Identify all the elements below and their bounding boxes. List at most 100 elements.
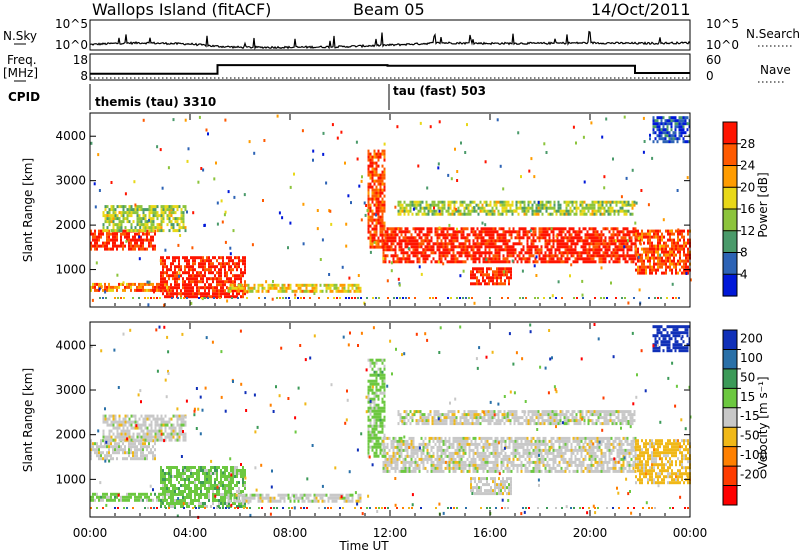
heat-cell (657, 229, 659, 233)
heat-cell (120, 232, 122, 236)
heat-cell (668, 122, 671, 126)
heat-cell (174, 292, 176, 296)
heat-cell (452, 245, 455, 249)
heat-cell (118, 423, 121, 427)
heat-cell (371, 236, 374, 240)
heat-cell (295, 493, 298, 497)
heat-cell (628, 248, 631, 252)
heat-cell (134, 426, 137, 430)
heat-cell (534, 260, 537, 264)
heat-cell (200, 286, 202, 290)
heat-cell (367, 182, 370, 186)
heat-cell (369, 397, 372, 401)
heat-cell (404, 236, 407, 240)
heat-cell (492, 239, 495, 243)
heat-cell (415, 200, 418, 204)
heat-cell (422, 257, 425, 261)
heat-cell (444, 257, 447, 261)
heat-cell (596, 254, 599, 258)
heat-cell (200, 265, 202, 269)
heat-cell (379, 218, 382, 222)
heat-cell (162, 229, 165, 233)
heat-cell (565, 212, 568, 216)
heat-cell (188, 295, 190, 299)
heat-cell (228, 268, 230, 272)
heat-cell (436, 236, 439, 240)
heat-cell (220, 268, 222, 272)
heat-cell (598, 239, 601, 243)
heat-cell (472, 248, 475, 252)
heat-cell (124, 445, 126, 449)
heat-cell (216, 478, 218, 481)
heat-cell (325, 286, 328, 290)
heat-cell (615, 200, 618, 204)
heat-speck (138, 297, 140, 299)
heat-cell (190, 292, 192, 296)
heat-cell (220, 292, 222, 296)
heat-cell (485, 203, 488, 207)
noise-right-tick-top: 10^5 (706, 17, 739, 31)
heat-cell (108, 241, 110, 245)
heat-cell (661, 247, 663, 251)
heat-cell (602, 233, 605, 237)
heat-cell (170, 466, 172, 469)
heat-cell (586, 230, 589, 234)
heat-cell (130, 285, 132, 289)
heat-cell (667, 244, 669, 248)
heat-cell (204, 259, 206, 263)
heat-cell (373, 245, 376, 249)
heat-cell (425, 203, 428, 207)
heat-cell (146, 454, 148, 458)
heat-cell (649, 244, 651, 248)
heat-cell (90, 442, 92, 446)
heat-cell (234, 295, 236, 299)
heat-cell (206, 493, 208, 496)
heat-cell (661, 256, 663, 260)
heat-cell (186, 256, 188, 260)
heat-cell (313, 283, 316, 287)
heat-cell (675, 229, 677, 233)
heat-cell (92, 244, 94, 248)
heat-cell (657, 259, 659, 263)
heat-cell (568, 233, 571, 237)
heat-cell (367, 155, 370, 159)
heat-cell (523, 212, 526, 216)
heat-cell (446, 260, 449, 264)
heat-cell (610, 236, 613, 240)
heat-speck (202, 168, 205, 172)
heat-cell (371, 191, 374, 195)
heat-cell (367, 236, 370, 240)
heat-cell (190, 472, 192, 475)
heat-cell (267, 496, 270, 500)
heat-cell (649, 247, 651, 251)
heat-cell (398, 227, 401, 231)
heat-cell (658, 125, 661, 129)
heat-cell (168, 277, 170, 281)
heat-speck (481, 221, 484, 225)
heat-cell (440, 233, 443, 237)
heat-cell (535, 206, 538, 210)
heat-cell (136, 229, 139, 233)
heat-cell (677, 259, 679, 263)
heat-cell (558, 230, 561, 234)
heat-cell (449, 203, 452, 207)
heat-cell (687, 247, 689, 251)
heat-cell (400, 239, 403, 243)
heat-cell (533, 212, 536, 216)
heat-cell (164, 490, 166, 493)
heat-cell (375, 194, 378, 198)
heat-cell (512, 245, 515, 249)
heat-cell (604, 236, 607, 240)
heat-cell (375, 209, 378, 213)
heat-cell (108, 232, 110, 236)
heat-cell (566, 230, 569, 234)
heat-cell (377, 155, 380, 159)
heat-cell (198, 496, 200, 499)
heat-cell (106, 244, 108, 248)
heat-cell (375, 245, 378, 249)
heat-cell (160, 286, 162, 290)
heat-cell (210, 484, 212, 487)
heat-cell (168, 288, 170, 292)
heat-speck (98, 287, 101, 291)
heat-cell (608, 248, 611, 252)
